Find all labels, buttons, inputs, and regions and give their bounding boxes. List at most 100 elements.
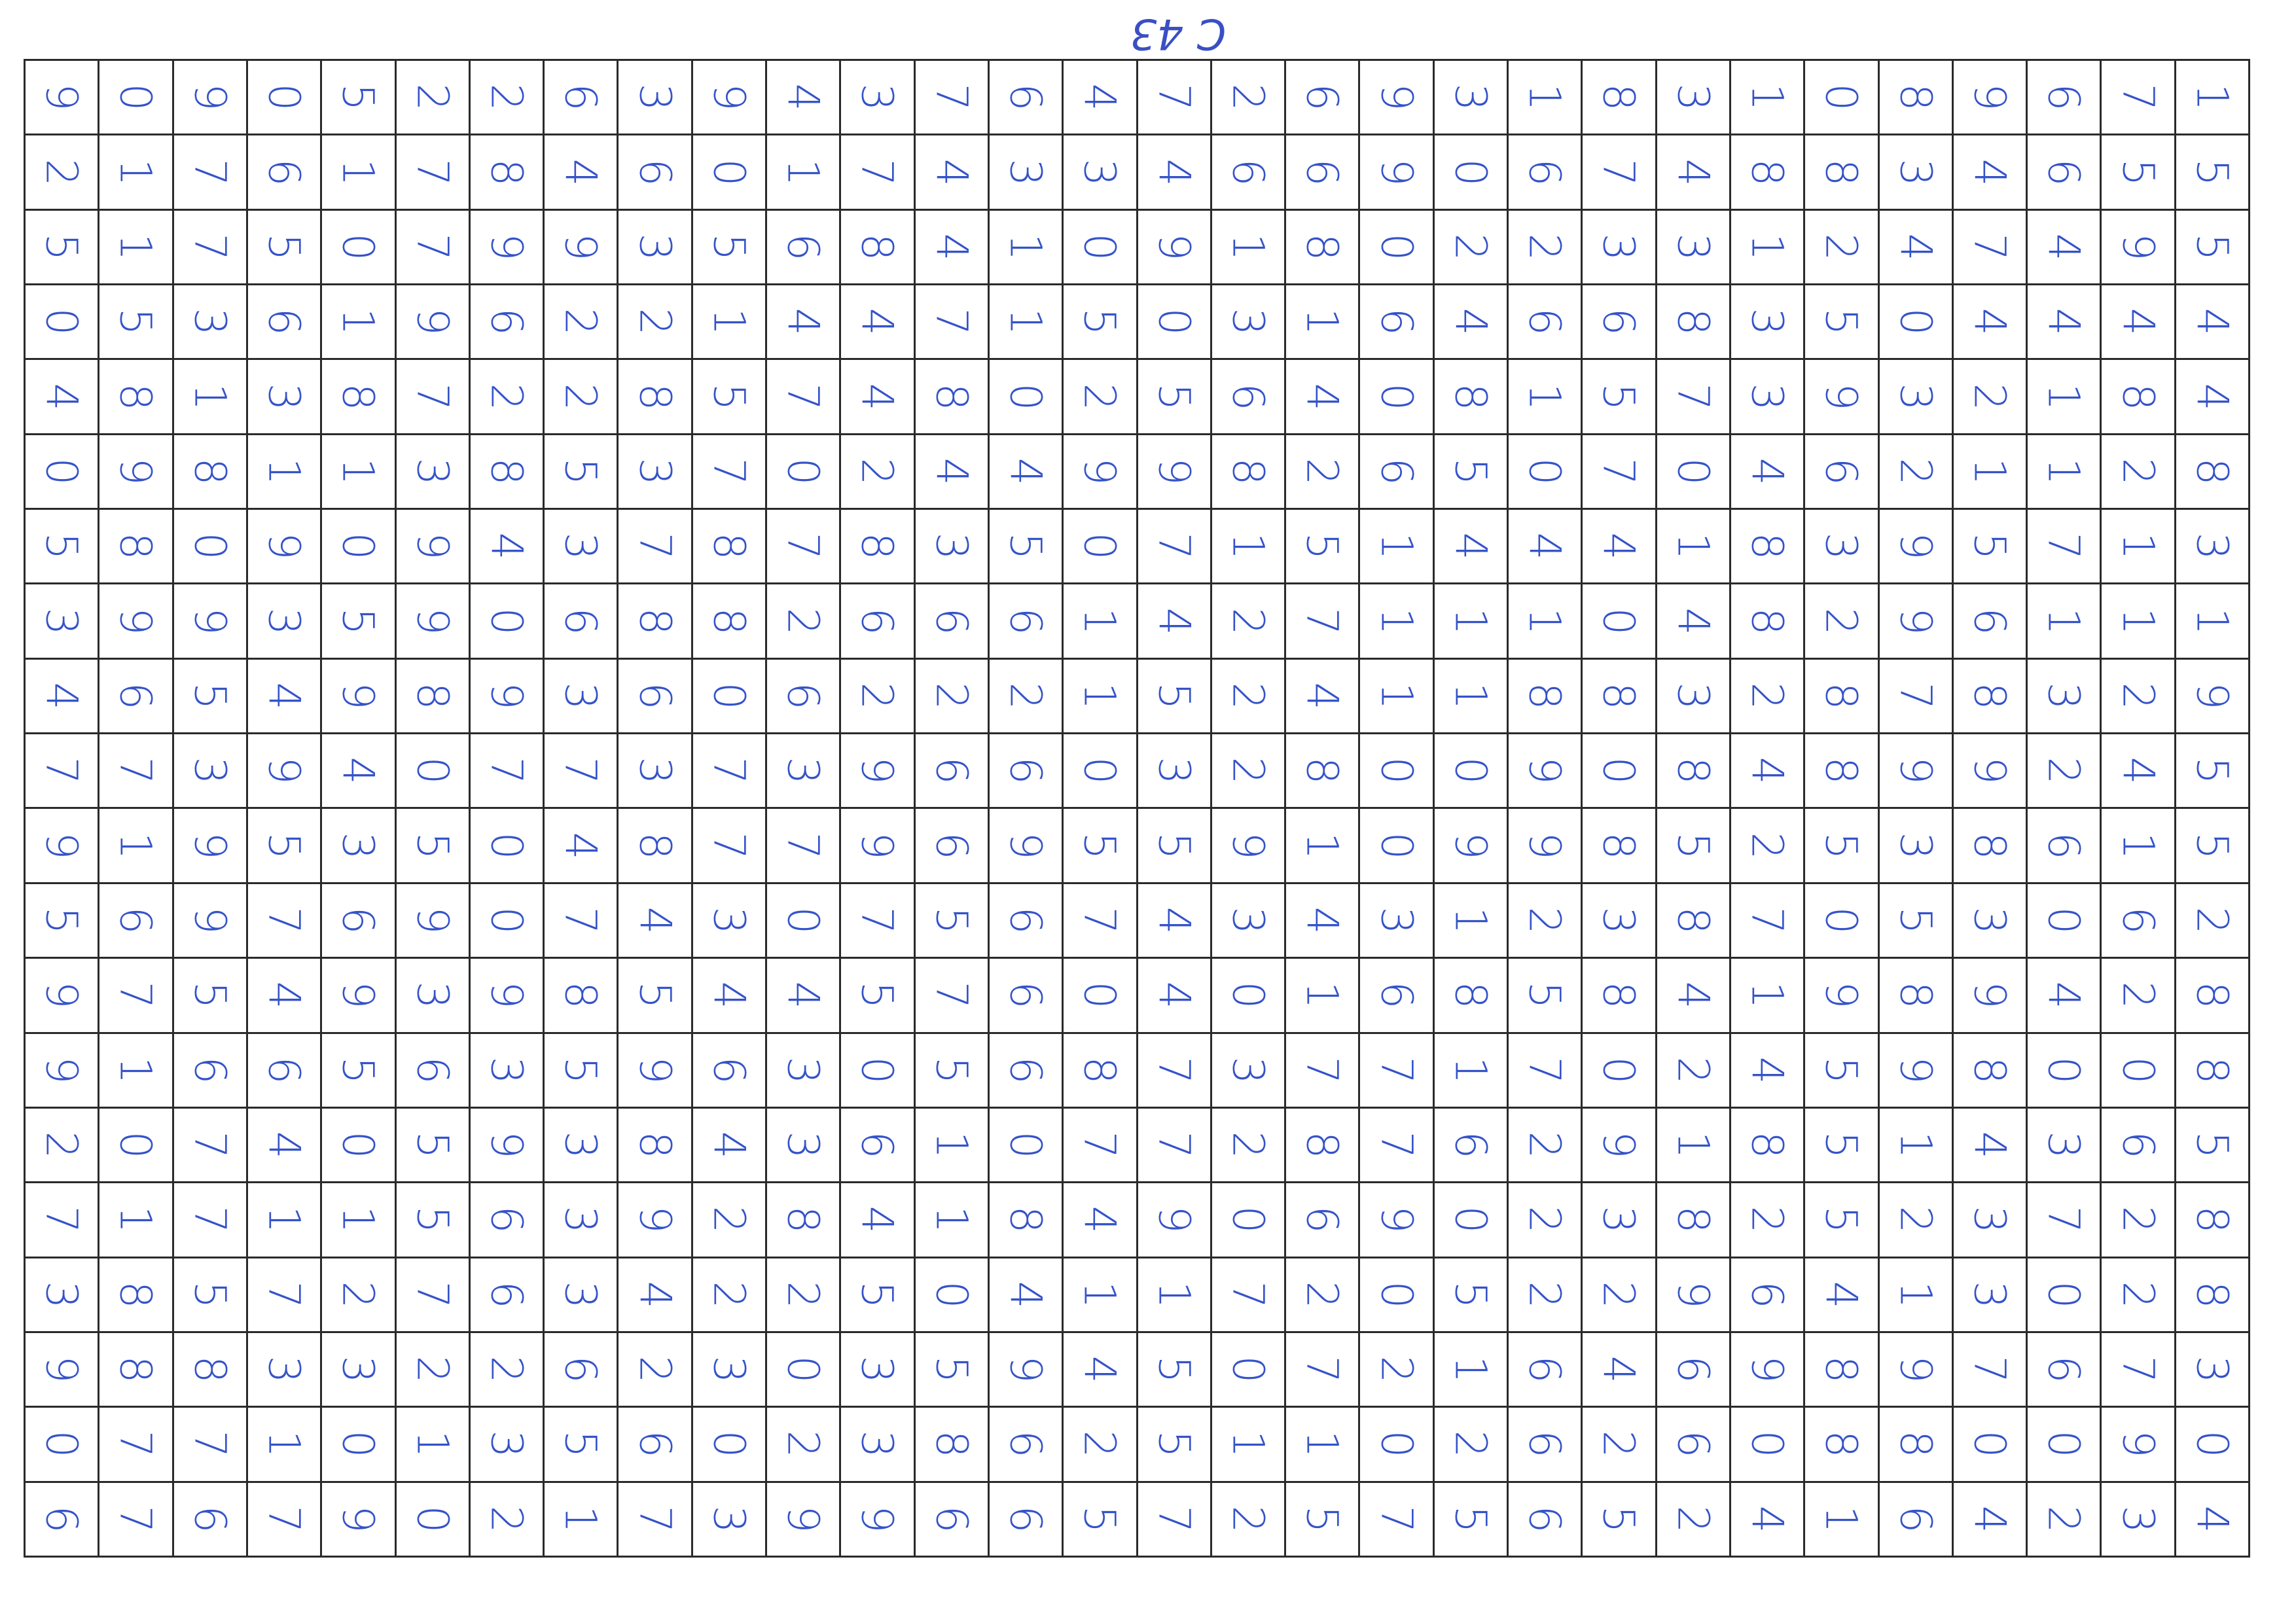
handwritten-digit: 7 — [704, 457, 755, 486]
grid-cell: 5 — [2176, 734, 2250, 810]
handwritten-digit: 6 — [1668, 1355, 1719, 1383]
grid-cell: 9 — [2102, 210, 2176, 286]
grid-cell: 2 — [841, 435, 916, 510]
grid-cell: 3 — [1138, 734, 1212, 810]
handwritten-digit: 7 — [778, 532, 829, 560]
handwritten-digit: 8 — [2187, 457, 2238, 486]
grid-cell: 2 — [989, 659, 1064, 735]
grid-cell: 1 — [247, 1183, 323, 1258]
handwritten-digit: 6 — [2038, 158, 2089, 187]
handwritten-digit: 6 — [185, 1056, 236, 1084]
grid-cell: 7 — [1286, 1033, 1361, 1109]
grid-cell: 5 — [1805, 285, 1880, 361]
handwritten-digit: 8 — [1593, 83, 1644, 111]
handwritten-digit: 4 — [332, 757, 384, 785]
handwritten-digit: 4 — [2038, 981, 2089, 1009]
grid-cell: 2 — [322, 1258, 397, 1333]
handwritten-digit: 4 — [1742, 1505, 1793, 1533]
handwritten-digit: 4 — [1742, 1056, 1793, 1084]
handwritten-digit: 1 — [1668, 1131, 1719, 1159]
handwritten-digit: 7 — [630, 532, 681, 560]
grid-cell: 4 — [1064, 1332, 1138, 1408]
grid-cell: 9 — [1731, 1332, 1806, 1408]
handwritten-digit: 4 — [926, 233, 977, 261]
grid-cell: 7 — [1138, 1108, 1212, 1184]
grid-cell: 4 — [2102, 285, 2176, 361]
grid-cell: 3 — [1731, 285, 1806, 361]
handwritten-digit: 0 — [1668, 457, 1719, 486]
handwritten-digit: 1 — [1297, 981, 1348, 1009]
handwritten-digit: 5 — [1816, 308, 1867, 336]
handwritten-digit: 1 — [1445, 1355, 1496, 1383]
handwritten-digit: 3 — [1742, 383, 1793, 411]
grid-cell: 6 — [173, 1033, 248, 1109]
grid-cell: 0 — [322, 1108, 397, 1184]
grid-cell: 0 — [692, 659, 767, 735]
handwritten-digit: 6 — [1445, 1131, 1496, 1159]
grid-cell: 5 — [915, 883, 990, 959]
handwritten-digit: 2 — [926, 682, 977, 710]
handwritten-digit: 1 — [1149, 1281, 1200, 1309]
grid-cell: 5 — [1583, 360, 1657, 435]
handwritten-digit: 8 — [630, 607, 681, 635]
grid-cell: 9 — [1879, 1332, 1954, 1408]
handwritten-digit: 9 — [1668, 1281, 1719, 1309]
handwritten-digit: 1 — [110, 1205, 161, 1234]
handwritten-digit: 6 — [778, 233, 829, 261]
handwritten-digit: 9 — [1074, 457, 1125, 486]
handwritten-digit: 2 — [407, 1355, 458, 1383]
handwritten-digit: 0 — [1593, 757, 1644, 785]
handwritten-digit: 8 — [185, 1355, 236, 1383]
handwritten-digit: 2 — [1668, 1056, 1719, 1084]
handwritten-digit: 3 — [2187, 532, 2238, 560]
grid-cell: 6 — [989, 1033, 1064, 1109]
handwritten-digit: 1 — [1223, 233, 1274, 261]
grid-cell: 8 — [1657, 1183, 1731, 1258]
handwritten-digit: 8 — [926, 383, 977, 411]
grid-cell: 8 — [470, 135, 545, 211]
grid-cell: 4 — [841, 1183, 916, 1258]
grid-cell: 5 — [1064, 1482, 1138, 1558]
grid-cell: 5 — [1138, 809, 1212, 884]
grid-cell: 7 — [173, 1408, 248, 1483]
handwritten-digit: 7 — [185, 158, 236, 187]
handwritten-digit: 5 — [2187, 757, 2238, 785]
handwritten-digit: 2 — [1519, 906, 1570, 935]
handwritten-digit: 7 — [1964, 1355, 2015, 1383]
handwritten-digit: 9 — [1223, 832, 1274, 860]
grid-cell: 9 — [470, 1108, 545, 1184]
grid-cell: 3 — [470, 1033, 545, 1109]
handwritten-digit: 3 — [481, 1430, 532, 1458]
grid-cell: 8 — [1286, 734, 1361, 810]
handwritten-digit: 0 — [2038, 906, 2089, 935]
handwritten-digit: 0 — [1371, 832, 1422, 860]
grid-cell: 7 — [173, 1183, 248, 1258]
handwritten-digit: 1 — [1000, 233, 1051, 261]
handwritten-digit: 5 — [185, 1281, 236, 1309]
handwritten-digit: 6 — [555, 607, 606, 635]
handwritten-digit: 4 — [481, 532, 532, 560]
handwritten-digit: 0 — [1223, 981, 1274, 1009]
handwritten-digit: 0 — [185, 532, 236, 560]
handwritten-digit: 4 — [704, 1131, 755, 1159]
handwritten-digit: 9 — [407, 308, 458, 336]
handwritten-digit: 7 — [110, 757, 161, 785]
handwritten-digit: 7 — [1149, 83, 1200, 111]
grid-cell: 6 — [545, 584, 619, 660]
grid-cell: 2 — [470, 1482, 545, 1558]
handwritten-digit: 4 — [852, 308, 903, 336]
grid-cell: 1 — [247, 435, 323, 510]
handwritten-digit: 8 — [1742, 1131, 1793, 1159]
handwritten-digit: 4 — [1593, 532, 1644, 560]
grid-cell: 9 — [1879, 734, 1954, 810]
grid-cell: 9 — [1509, 809, 1583, 884]
handwritten-digit: 2 — [778, 1430, 829, 1458]
handwritten-digit: 5 — [1816, 1205, 1867, 1234]
grid-cell: 4 — [1583, 510, 1657, 585]
handwritten-digit: 2 — [1742, 682, 1793, 710]
grid-cell: 6 — [1211, 360, 1287, 435]
grid-cell: 7 — [767, 510, 842, 585]
grid-cell: 2 — [2028, 1482, 2102, 1558]
handwritten-digit: 3 — [1223, 308, 1274, 336]
grid-cell: 8 — [619, 1108, 693, 1184]
